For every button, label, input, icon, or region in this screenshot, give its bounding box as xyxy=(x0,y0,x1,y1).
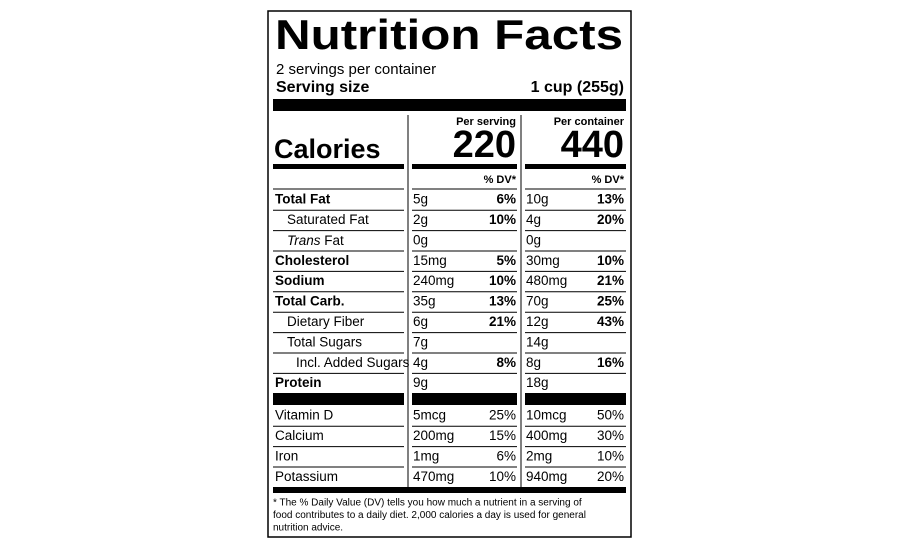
daily-value: 20% xyxy=(597,212,624,227)
amount: 10g xyxy=(526,192,549,207)
calories-label: Calories xyxy=(274,134,381,164)
amount: 7g xyxy=(413,334,428,349)
servings: 2 servings per container xyxy=(276,61,436,78)
nutrient-label: Potassium xyxy=(275,469,338,484)
amount: 5g xyxy=(413,192,428,207)
nutrient-label: Saturated Fat xyxy=(287,212,369,227)
nutrient-label: Vitamin D xyxy=(275,408,334,423)
medium-bar xyxy=(525,164,626,169)
daily-value: 8% xyxy=(496,355,516,370)
daily-value: 10% xyxy=(489,273,516,288)
dv-heading: % DV* xyxy=(484,174,517,186)
dv-heading: % DV* xyxy=(592,174,625,186)
daily-value: 30% xyxy=(597,428,624,443)
nutrient-label: Protein xyxy=(275,375,322,390)
daily-value: 16% xyxy=(597,355,624,370)
medium-bar xyxy=(273,487,626,493)
amount: 0g xyxy=(526,232,541,247)
nutrient-label: Sodium xyxy=(275,273,325,288)
nutrient-label: Iron xyxy=(275,448,298,463)
amount: 10mcg xyxy=(526,408,567,423)
daily-value: 10% xyxy=(597,448,624,463)
amount: 2mg xyxy=(526,448,552,463)
label-border xyxy=(267,10,632,538)
column-heading: Per serving xyxy=(456,116,516,128)
footnote: nutrition advice. xyxy=(273,523,343,534)
daily-value: 5% xyxy=(496,253,516,268)
amount: 470mg xyxy=(413,469,454,484)
amount: 15mg xyxy=(413,253,447,268)
title: Nutrition Facts xyxy=(275,11,623,58)
amount: 200mg xyxy=(413,428,454,443)
amount: 12g xyxy=(526,314,549,329)
daily-value: 20% xyxy=(597,469,624,484)
amount: 18g xyxy=(526,375,549,390)
amount: 5mcg xyxy=(413,408,446,423)
nutrient-label: Trans Fat xyxy=(287,232,344,247)
nutrient-label: Incl. Added Sugars xyxy=(296,355,410,370)
nutrient-label: Cholesterol xyxy=(275,253,349,268)
label-text: Fat xyxy=(324,232,344,247)
amount: 1mg xyxy=(413,448,439,463)
daily-value: 10% xyxy=(489,212,516,227)
daily-value: 6% xyxy=(496,192,516,207)
amount: 8g xyxy=(526,355,541,370)
serving-size-label: Serving size xyxy=(276,79,369,96)
amount: 30mg xyxy=(526,253,560,268)
amount: 0g xyxy=(413,232,428,247)
nutrient-label: Dietary Fiber xyxy=(287,314,365,329)
daily-value: 13% xyxy=(489,294,516,309)
calories-value: 440 xyxy=(561,124,624,166)
amount: 9g xyxy=(413,375,428,390)
italic-label: Trans xyxy=(287,232,321,247)
amount: 480mg xyxy=(526,273,567,288)
calories-value: 220 xyxy=(453,124,516,166)
daily-value: 25% xyxy=(597,294,624,309)
daily-value: 6% xyxy=(496,448,516,463)
medium-bar xyxy=(273,164,404,169)
amount: 6g xyxy=(413,314,428,329)
thick-bar xyxy=(273,99,626,111)
amount: 940mg xyxy=(526,469,567,484)
nutrient-label: Total Fat xyxy=(275,192,331,207)
nutrient-label: Calcium xyxy=(275,428,324,443)
amount: 240mg xyxy=(413,273,454,288)
daily-value: 43% xyxy=(597,314,624,329)
amount: 4g xyxy=(413,355,428,370)
daily-value: 50% xyxy=(597,408,624,423)
amount: 14g xyxy=(526,334,549,349)
medium-bar xyxy=(412,164,517,169)
daily-value: 21% xyxy=(597,273,624,288)
amount: 4g xyxy=(526,212,541,227)
daily-value: 10% xyxy=(489,469,516,484)
daily-value: 13% xyxy=(597,192,624,207)
amount: 2g xyxy=(413,212,428,227)
column-heading: Per container xyxy=(554,116,625,128)
daily-value: 21% xyxy=(489,314,516,329)
daily-value: 25% xyxy=(489,408,516,423)
thick-bar xyxy=(525,393,626,405)
amount: 400mg xyxy=(526,428,567,443)
nutrient-label: Total Carb. xyxy=(275,294,345,309)
serving-size: 1 cup (255g) xyxy=(531,79,624,96)
daily-value: 10% xyxy=(597,253,624,268)
footnote: food contributes to a daily diet. 2,000 … xyxy=(273,510,586,521)
footnote: * The % Daily Value (DV) tells you how m… xyxy=(273,498,582,509)
amount: 35g xyxy=(413,294,436,309)
thick-bar xyxy=(273,393,404,405)
amount: 70g xyxy=(526,294,549,309)
nutrient-label: Total Sugars xyxy=(287,334,362,349)
daily-value: 15% xyxy=(489,428,516,443)
thick-bar xyxy=(412,393,517,405)
